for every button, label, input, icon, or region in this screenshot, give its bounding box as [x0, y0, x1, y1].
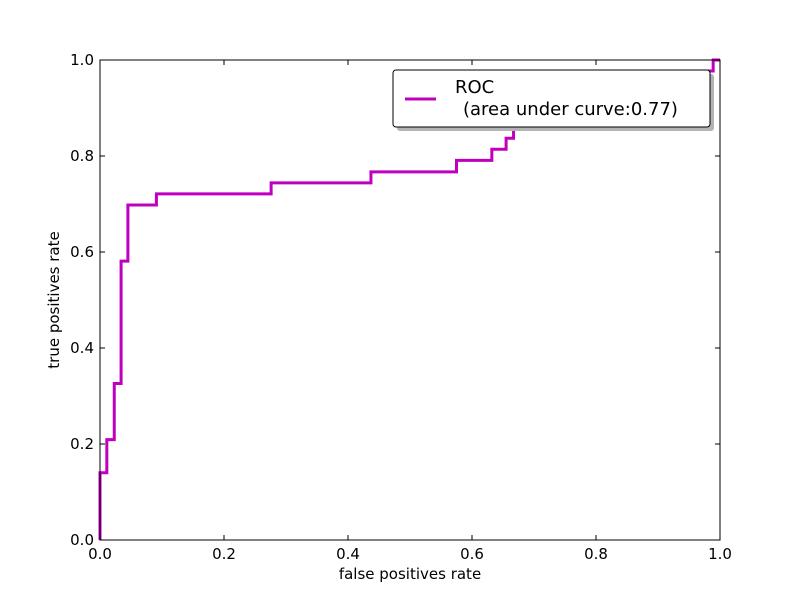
y-tick-label: 0.8 [70, 147, 94, 165]
legend: ROC (area under curve:0.77) [392, 69, 714, 131]
y-tick-label: 1.0 [70, 51, 94, 69]
plot-frame [99, 59, 721, 541]
y-tick-label: 0.0 [70, 531, 94, 549]
x-tick-label: 0.8 [584, 545, 608, 563]
plot-area [100, 60, 720, 540]
x-tick-label: 0.4 [336, 545, 360, 563]
tick-layer: 0.0 0.2 0.4 0.6 0.8 1.0 0.0 0.2 0.4 0.6 0.8 1.0 [70, 51, 732, 563]
y-axis-label: true positives rate [45, 231, 63, 368]
x-tick-label: 0.0 [88, 545, 112, 563]
x-tick-label: 0.6 [460, 545, 484, 563]
legend-box [392, 69, 711, 128]
x-tick-label: 0.2 [212, 545, 236, 563]
x-axis-label: false positives rate [339, 565, 481, 583]
y-tick-label: 0.6 [70, 243, 94, 261]
x-tick-label: 1.0 [708, 545, 732, 563]
y-tick-label: 0.2 [70, 435, 94, 453]
legend-label-line2: (area under curve:0.77) [463, 99, 678, 120]
legend-label-line1: ROC [455, 77, 494, 98]
y-tick-label: 0.4 [70, 339, 94, 357]
